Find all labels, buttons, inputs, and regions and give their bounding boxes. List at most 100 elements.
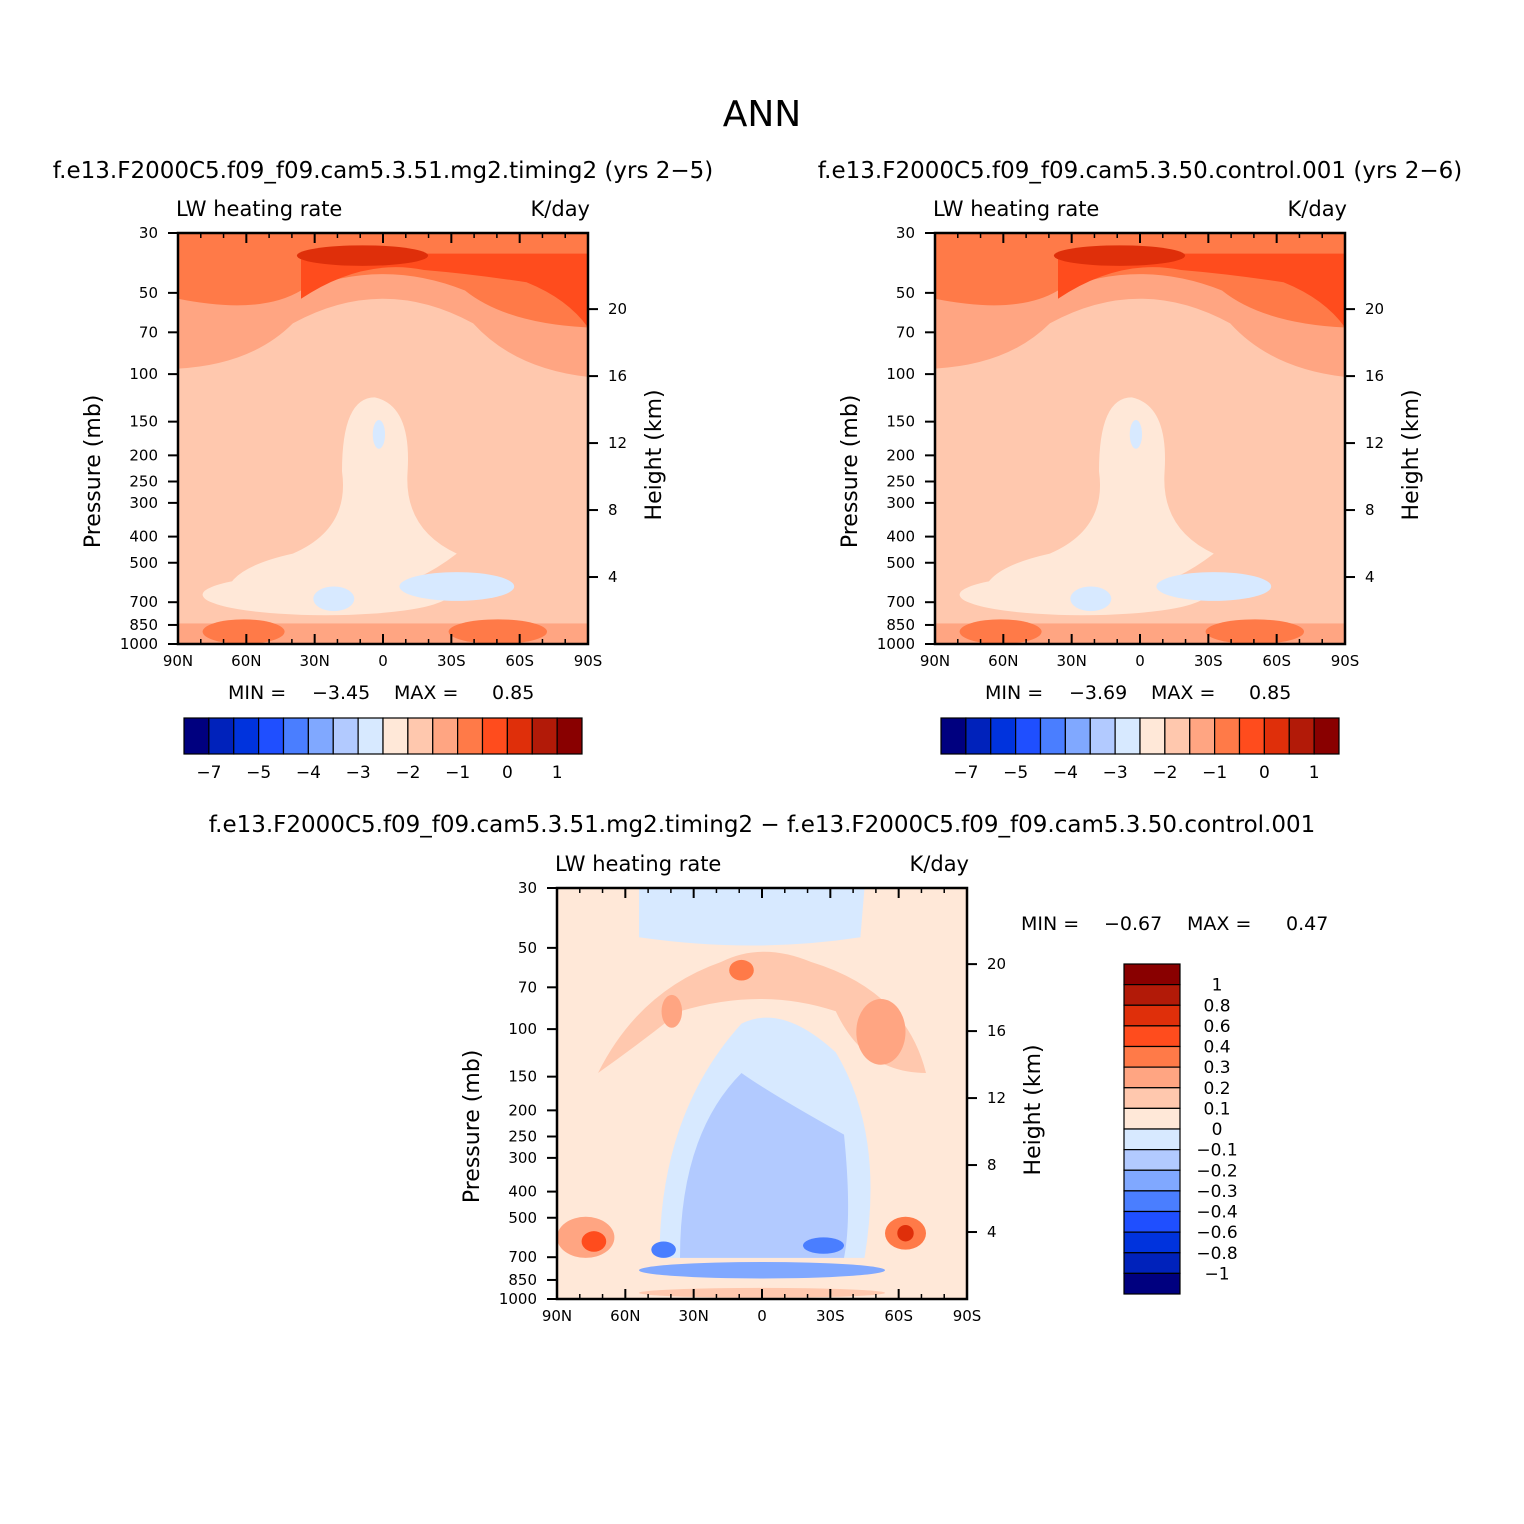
x-tick-label: 60N	[988, 652, 1018, 670]
colorbar-box	[432, 717, 459, 755]
colorbar-box	[1089, 717, 1116, 755]
y-right-tick-label: 4	[608, 568, 618, 586]
colorbar-box	[1189, 717, 1216, 755]
contour-region	[729, 959, 754, 981]
y-tick-label: 300	[508, 1149, 537, 1167]
colorbar-box	[457, 717, 484, 755]
contour-region	[661, 994, 683, 1028]
colorbar-box	[1039, 717, 1066, 755]
y-right-tick-label: 4	[1365, 568, 1375, 586]
colorbar-box	[1123, 1045, 1181, 1068]
max-label: MAX =	[1187, 913, 1251, 935]
y-tick-label: 850	[129, 616, 158, 634]
colorbar-label: 0	[502, 763, 513, 783]
colorbar-label: −4	[296, 763, 321, 783]
max-label: MAX =	[1151, 682, 1215, 704]
colorbar-box	[307, 717, 334, 755]
x-tick-label: 60S	[884, 1307, 913, 1325]
contour-region	[598, 951, 926, 1073]
x-tick-label: 60N	[610, 1307, 640, 1325]
colorbar-box	[382, 717, 409, 755]
colorbar-box	[481, 717, 508, 755]
colorbar-box	[1238, 717, 1265, 755]
colorbar-label: −0.8	[1196, 1244, 1237, 1264]
colorbar-label: 0	[1212, 1120, 1223, 1140]
y-tick-label: 700	[508, 1248, 537, 1266]
y-tick-label: 400	[508, 1183, 537, 1201]
colorbar-label: −1	[1202, 763, 1227, 783]
contour-region	[1058, 253, 1345, 328]
colorbar-box	[1123, 984, 1181, 1006]
y-right-tick-label: 8	[608, 501, 618, 519]
colorbar-box	[233, 717, 260, 755]
y-tick-label: 700	[886, 593, 915, 611]
colorbar-box	[258, 717, 285, 755]
contour-region	[1156, 572, 1272, 601]
colorbar-label: 0	[1259, 763, 1270, 783]
contour-region	[897, 1225, 914, 1242]
colorbar-label: −2	[395, 763, 420, 783]
units-label: K/day	[1288, 197, 1347, 221]
y-right-axis-title: Height (km)	[642, 389, 667, 520]
x-tick-label: 90N	[542, 1307, 572, 1325]
colorbar-label: 1	[1212, 976, 1223, 996]
colorbar-label: −5	[1003, 763, 1028, 783]
y-tick-label: 400	[129, 528, 158, 546]
units-label: K/day	[531, 197, 590, 221]
y-tick-label: 400	[886, 528, 915, 546]
y-tick-label: 1000	[120, 635, 158, 653]
y-tick-label: 250	[886, 473, 915, 491]
y-tick-label: 100	[508, 1020, 537, 1038]
y-right-axis-title: Height (km)	[1021, 1044, 1046, 1175]
colorbar-label: −0.6	[1196, 1223, 1237, 1243]
colorbar-box	[183, 717, 210, 755]
colorbar-label: −3	[1103, 763, 1128, 783]
y-tick-label: 200	[129, 446, 158, 464]
colorbar: −7 −5 −4 −3 −2 −1 0 1	[183, 717, 583, 783]
colorbar-label: 0.8	[1203, 996, 1230, 1016]
colorbar-box	[940, 717, 967, 755]
colorbar-box	[1164, 717, 1191, 755]
y-tick-label: 150	[886, 413, 915, 431]
panels-layer: f.e13.F2000C5.f09_f09.cam5.3.51.mg2.timi…	[53, 158, 1462, 1325]
y-tick-label: 150	[129, 413, 158, 431]
y-tick-label: 250	[129, 473, 158, 491]
contour-region	[1070, 586, 1112, 612]
colorbar-label: 0.3	[1203, 1058, 1230, 1078]
contour-region	[226, 397, 457, 603]
x-tick-label: 30S	[437, 652, 466, 670]
x-tick-label: 90S	[1331, 652, 1360, 670]
y-tick-label: 70	[896, 323, 915, 341]
max-value: 0.85	[1249, 682, 1291, 704]
y-tick-label: 500	[129, 554, 158, 572]
y-right-tick-label: 12	[1365, 434, 1384, 452]
contour-field	[935, 233, 1345, 644]
colorbar-box	[965, 717, 992, 755]
min-value: −3.69	[1069, 682, 1127, 704]
y-right-tick-label: 16	[608, 367, 627, 385]
min-label: MIN =	[985, 682, 1043, 704]
contour-region	[581, 1231, 607, 1252]
variable-label: LW heating rate	[933, 197, 1099, 221]
colorbar-box	[1123, 1025, 1181, 1048]
contour-region	[448, 619, 547, 644]
colorbar-box	[208, 717, 235, 755]
y-right-tick-label: 12	[987, 1089, 1006, 1107]
colorbar-label: 1	[552, 763, 563, 783]
x-tick-label: 30N	[1057, 652, 1087, 670]
colorbar-label: 0.4	[1203, 1038, 1230, 1058]
colorbar-label: −5	[246, 763, 271, 783]
contour-region	[202, 619, 285, 644]
colorbar-box	[1123, 1149, 1181, 1171]
y-right-tick-label: 8	[987, 1156, 997, 1174]
contour-field	[178, 233, 588, 644]
contour-region	[313, 586, 355, 612]
x-tick-label: 90S	[574, 652, 603, 670]
colorbar: −7 −5 −4 −3 −2 −1 0 1	[940, 717, 1340, 783]
colorbar-box	[1123, 1272, 1181, 1295]
colorbar-box	[1214, 717, 1241, 755]
x-tick-label: 0	[1135, 652, 1145, 670]
contour-region	[1205, 619, 1305, 644]
colorbar-box	[1123, 1066, 1181, 1089]
